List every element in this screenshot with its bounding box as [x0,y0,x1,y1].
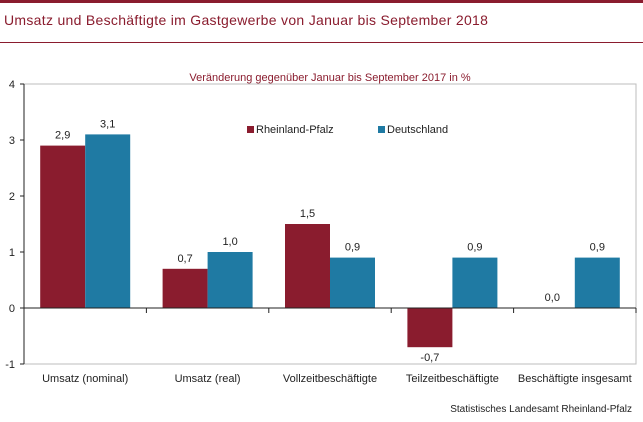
data-label: 0,9 [467,242,482,254]
y-axis: -1 0 1 2 3 4 [5,79,25,371]
legend: Rheinland-Pfalz Deutschland [247,124,448,136]
x-axis: Umsatz (nominal) Umsatz (real) Vollzeitbes… [23,307,637,385]
bar-deutschland [452,257,498,308]
bar-deutschland [85,134,131,308]
y-tick-label: -1 [5,359,15,371]
data-label: 1,0 [222,236,237,248]
y-tick-label: 4 [9,79,15,91]
data-label: 0,9 [345,242,360,254]
chart-subtitle: Veränderung gegenüber Januar bis Septemb… [189,72,471,84]
data-label: -0,7 [420,352,439,364]
source-note: Statistisches Landesamt Rheinland-Pfalz [450,404,632,415]
data-label: 0,7 [177,253,192,265]
legend-label: Rheinland-Pfalz [256,124,334,136]
title-rule [0,42,643,43]
bar-deutschland [330,257,375,308]
data-label: 2,9 [55,130,70,142]
data-label: 0,0 [545,292,560,304]
x-tick-label: Vollzeitbeschäftigte [283,373,377,385]
legend-label: Deutschland [387,124,448,136]
value-labels: 2,9 3,1 0,7 1,0 1,5 0,9 -0,7 0,9 0,0 0,9 [55,118,605,364]
legend-swatch [378,126,385,133]
bar-rheinland-pfalz [162,268,208,308]
legend-swatch [247,126,254,133]
y-tick-label: 2 [9,191,15,203]
bars [40,134,620,348]
y-tick-label: 0 [9,303,15,315]
bar-rheinland-pfalz [40,145,86,308]
top-rule [0,0,643,3]
x-tick-label: Umsatz (real) [175,373,241,385]
chart-title: Umsatz und Beschäftigte im Gastgewerbe v… [4,12,489,28]
y-tick-label: 1 [9,247,15,259]
bar-deutschland [207,252,253,308]
bar-rheinland-pfalz [285,224,330,308]
x-tick-label: Umsatz (nominal) [42,373,128,385]
data-label: 0,9 [590,242,605,254]
bar-deutschland [574,257,620,308]
y-tick-label: 3 [9,135,15,147]
bar-rheinland-pfalz [407,308,453,348]
data-label: 3,1 [100,118,115,130]
x-tick-label: Teilzeitbeschäftigte [406,373,499,385]
data-label: 1,5 [300,208,315,220]
x-tick-label: Beschäftigte insgesamt [518,373,632,385]
